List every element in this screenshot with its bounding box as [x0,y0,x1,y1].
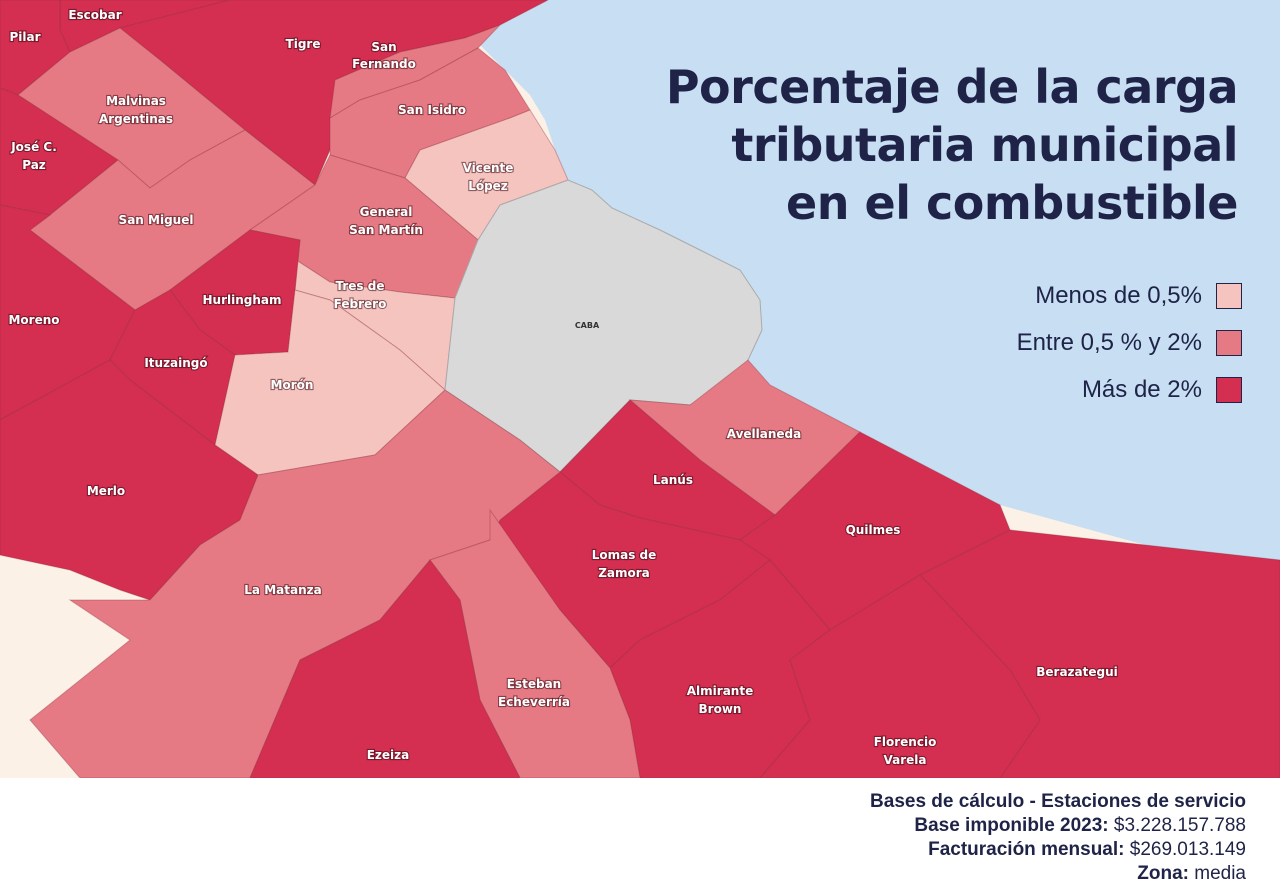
label-moreno: Moreno [8,313,59,327]
label-ezeiza: Ezeiza [367,748,410,762]
label-san-fernando: San Fernando [352,40,416,71]
label-general-san-martin: General San Martín [349,205,423,237]
title-line-2: tributaria municipal [731,118,1238,172]
footer-facturacion: Facturación mensual: $269.013.149 [928,839,1246,860]
label-lomas-de-zamora: Lomas de Zamora [592,548,657,580]
label-quilmes: Quilmes [846,523,901,537]
label-san-isidro: San Isidro [398,103,466,117]
label-moron: Morón [271,378,314,392]
label-malvinas-argentinas: Malvinas Argentinas [99,94,173,126]
label-tres-de-febrero: Tres de Febrero [334,279,387,311]
legend-swatch-mid [1216,329,1242,356]
district-avellaneda [628,359,861,516]
label-berazategui: Berazategui [1036,665,1118,679]
label-tigre: Tigre [286,37,321,51]
label-hurlingham: Hurlingham [202,293,281,307]
district-esteban-echeverria [429,508,641,778]
title-line-3: en el combustible [786,176,1238,230]
label-esteban-echeverria: Esteban Echeverría [498,677,570,709]
label-la-matanza: La Matanza [244,583,321,597]
district-san-miguel [29,129,316,311]
footer-heading: Bases de cálculo - Estaciones de servici… [870,791,1246,812]
label-merlo: Merlo [87,484,125,498]
legend-label: Menos de 0,5% [1035,281,1202,309]
legend-item-low: Menos de 0,5% [1017,272,1242,319]
footer-zona: Zona: media [1137,863,1246,884]
label-lanus: Lanús [653,473,693,487]
label-avellaneda: Avellaneda [727,427,802,441]
water-river-plate [480,0,1280,560]
label-caba: CABA [575,321,600,330]
legend-swatch-low [1216,282,1242,309]
legend-label: Más de 2% [1081,375,1202,403]
footer-notes: Bases de cálculo - Estaciones de servici… [870,790,1246,886]
label-ituzaingo: Ituzaingó [144,356,207,370]
district-ezeiza [249,559,521,778]
map: Escobar Pilar Tigre San Fernando San Isid… [0,0,1280,778]
legend-swatch-high [1216,376,1242,403]
legend: Menos de 0,5% Entre 0,5 % y 2% Más de 2% [1017,272,1242,413]
legend-item-high: Más de 2% [1017,366,1242,413]
label-escobar: Escobar [68,8,121,22]
district-florencio-varela [759,574,1041,778]
map-title: Porcentaje de la carga tributaria munici… [598,58,1239,232]
label-san-miguel: San Miguel [119,213,194,227]
legend-item-mid: Entre 0,5 % y 2% [1017,319,1242,366]
map-svg: Escobar Pilar Tigre San Fernando San Isid… [0,0,1280,778]
legend-label: Entre 0,5 % y 2% [1016,328,1202,356]
label-florencio-varela: Florencio Varela [874,735,937,767]
label-vicente-lopez: Vicente López [463,161,514,193]
footer-base: Base imponible 2023: $3.228.157.788 [914,815,1246,836]
title-line-1: Porcentaje de la carga [665,60,1239,114]
label-almirante-brown: Almirante Brown [687,684,753,716]
label-pilar: Pilar [9,30,40,44]
label-jose-c-paz: José C. Paz [10,140,57,172]
